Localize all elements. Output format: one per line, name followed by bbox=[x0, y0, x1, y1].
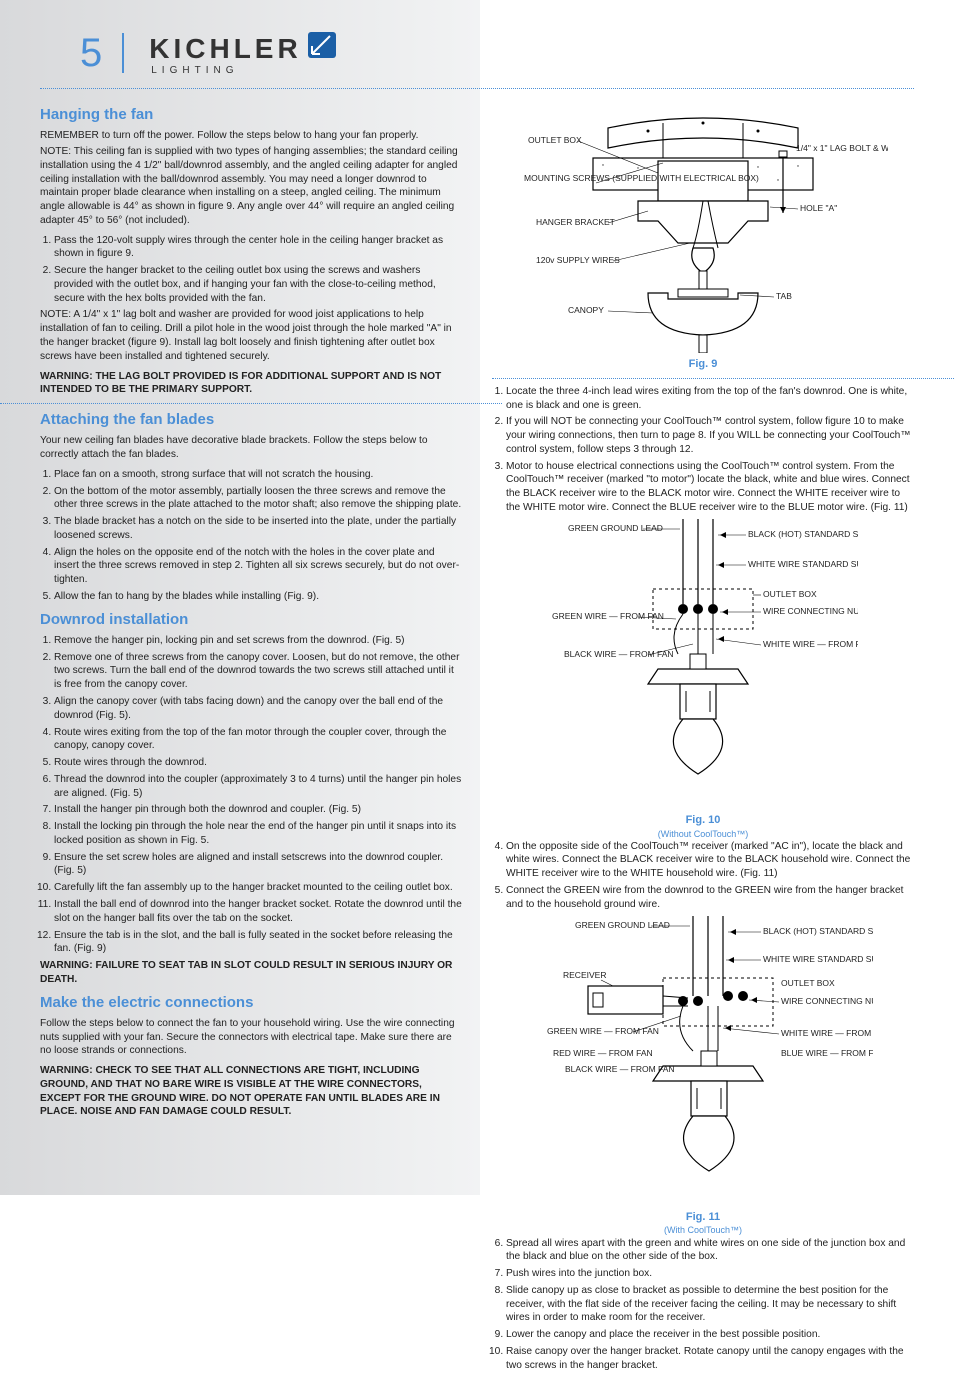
list-item: Lower the canopy and place the receiver … bbox=[506, 1328, 914, 1342]
list-item: Locate the three 4-inch lead wires exiti… bbox=[506, 385, 914, 413]
list-item: Connect the GREEN wire from the downrod … bbox=[506, 884, 914, 912]
dotted-divider-right bbox=[492, 378, 954, 379]
warning-text: WARNING: CHECK TO SEE THAT ALL CONNECTIO… bbox=[40, 1064, 462, 1119]
svg-text:BLACK (HOT) STANDARD SUPPLY LI: BLACK (HOT) STANDARD SUPPLY LINE bbox=[763, 926, 873, 936]
list-item: Install the hanger pin through both the … bbox=[54, 803, 462, 817]
list-item: Remove one of three screws from the cano… bbox=[54, 651, 462, 692]
left-column: Hanging the fan REMEMBER to turn off the… bbox=[40, 99, 462, 1375]
list-item: Allow the fan to hang by the blades whil… bbox=[54, 590, 462, 604]
list-item: Pass the 120-volt supply wires through t… bbox=[54, 234, 462, 262]
right-steps-list-3: Spread all wires apart with the green an… bbox=[492, 1237, 914, 1373]
list-item: Ensure the set screw holes are aligned a… bbox=[54, 851, 462, 879]
fig9-caption: Fig. 9 bbox=[492, 357, 914, 372]
body-text: Your new ceiling fan blades have decorat… bbox=[40, 434, 462, 462]
figure-10-diagram: GREEN GROUND LEAD BLACK (HOT) STANDARD S… bbox=[492, 519, 914, 809]
svg-text:BLACK WIRE — FROM FAN: BLACK WIRE — FROM FAN bbox=[564, 649, 674, 659]
logo-icon bbox=[306, 30, 340, 65]
body-text: REMEMBER to turn off the power. Follow t… bbox=[40, 129, 462, 143]
section-title-downrod: Downrod installation bbox=[40, 610, 462, 630]
svg-text:WIRE CONNECTING NUTS: WIRE CONNECTING NUTS bbox=[781, 996, 873, 1006]
section-title-hanging: Hanging the fan bbox=[40, 105, 462, 125]
warning-text: WARNING: THE LAG BOLT PROVIDED IS FOR AD… bbox=[40, 370, 462, 398]
section-title-electric: Make the electric connections bbox=[40, 993, 462, 1013]
list-item: Motor to house electrical connections us… bbox=[506, 460, 914, 515]
svg-text:MOUNTING SCREWS (SUPPLIED WITH: MOUNTING SCREWS (SUPPLIED WITH ELECTRICA… bbox=[524, 173, 759, 183]
list-item: Raise canopy over the hanger bracket. Ro… bbox=[506, 1345, 914, 1373]
figure-11-diagram: GREEN GROUND LEAD BLACK (HOT) STANDARD S… bbox=[492, 916, 914, 1206]
body-text: NOTE: A 1/4" x 1" lag bolt and washer ar… bbox=[40, 308, 462, 363]
svg-text:HOLE "A": HOLE "A" bbox=[800, 203, 837, 213]
list-item: Carefully lift the fan assembly up to th… bbox=[54, 881, 462, 895]
list-item: Align the canopy cover (with tabs facing… bbox=[54, 695, 462, 723]
hanging-steps: Pass the 120-volt supply wires through t… bbox=[40, 234, 462, 306]
fig10-caption: Fig. 10 bbox=[492, 813, 914, 828]
body-text: Follow the steps below to connect the fa… bbox=[40, 1017, 462, 1058]
list-item: Install the ball end of downrod into the… bbox=[54, 898, 462, 926]
svg-text:GREEN WIRE — FROM FAN: GREEN WIRE — FROM FAN bbox=[547, 1026, 659, 1036]
svg-text:CANOPY: CANOPY bbox=[568, 305, 604, 315]
svg-text:BLACK (HOT) STANDARD SUPPLY LI: BLACK (HOT) STANDARD SUPPLY LINE bbox=[748, 529, 858, 539]
right-steps-list-2: On the opposite side of the CoolTouch™ r… bbox=[492, 840, 914, 912]
svg-text:GREEN WIRE — FROM FAN: GREEN WIRE — FROM FAN bbox=[552, 611, 664, 621]
list-item: If you will NOT be connecting your CoolT… bbox=[506, 415, 914, 456]
svg-text:1/4" x 1" LAG BOLT & WASHER: 1/4" x 1" LAG BOLT & WASHER bbox=[796, 143, 888, 153]
blade-steps: Place fan on a smooth, strong surface th… bbox=[40, 468, 462, 604]
list-item: Slide canopy up as close to bracket as p… bbox=[506, 1284, 914, 1325]
list-item: Push wires into the junction box. bbox=[506, 1267, 914, 1281]
list-item: Install the locking pin through the hole… bbox=[54, 820, 462, 848]
svg-text:WHITE WIRE STANDARD SUPPLY LIN: WHITE WIRE STANDARD SUPPLY LINE bbox=[748, 559, 858, 569]
page-content: 5 KICHLER LIGHTING Hanging the fan REMEM… bbox=[0, 0, 954, 1375]
list-item: Secure the hanger bracket to the ceiling… bbox=[54, 264, 462, 305]
dotted-divider-mid bbox=[0, 403, 502, 404]
list-item: Ensure the tab is in the slot, and the b… bbox=[54, 929, 462, 957]
downrod-steps: Remove the hanger pin, locking pin and s… bbox=[40, 634, 462, 956]
svg-text:BLUE WIRE — FROM FAN: BLUE WIRE — FROM FAN bbox=[781, 1048, 873, 1058]
list-item: Thread the downrod into the coupler (app… bbox=[54, 773, 462, 801]
svg-text:HANGER BRACKET: HANGER BRACKET bbox=[536, 217, 615, 227]
svg-text:GREEN GROUND LEAD: GREEN GROUND LEAD bbox=[575, 920, 670, 930]
svg-text:OUTLET BOX: OUTLET BOX bbox=[781, 978, 835, 988]
fig11-sub: (With CoolTouch™) bbox=[492, 1224, 914, 1236]
figure-9-diagram: OUTLET BOX MOUNTING SCREWS (SUPPLIED WIT… bbox=[492, 103, 914, 353]
svg-text:BLACK WIRE — FROM FAN: BLACK WIRE — FROM FAN bbox=[565, 1064, 675, 1074]
fig11-caption: Fig. 11 bbox=[492, 1210, 914, 1225]
svg-text:OUTLET BOX: OUTLET BOX bbox=[528, 135, 582, 145]
two-column-layout: Hanging the fan REMEMBER to turn off the… bbox=[40, 99, 914, 1375]
warning-text: WARNING: FAILURE TO SEAT TAB IN SLOT COU… bbox=[40, 959, 462, 987]
svg-text:WIRE CONNECTING NUTS: WIRE CONNECTING NUTS bbox=[763, 606, 858, 616]
fig10-sub: (Without CoolTouch™) bbox=[492, 828, 914, 840]
section-title-blades: Attaching the fan blades bbox=[40, 410, 462, 430]
list-item: On the opposite side of the CoolTouch™ r… bbox=[506, 840, 914, 881]
logo-block: KICHLER LIGHTING bbox=[149, 30, 339, 76]
right-steps-list: Locate the three 4-inch lead wires exiti… bbox=[492, 385, 914, 515]
logo-sub: LIGHTING bbox=[151, 65, 339, 76]
body-text: NOTE: This ceiling fan is supplied with … bbox=[40, 145, 462, 228]
list-item: Spread all wires apart with the green an… bbox=[506, 1237, 914, 1265]
svg-text:TAB: TAB bbox=[776, 291, 792, 301]
svg-text:120v SUPPLY WIRES: 120v SUPPLY WIRES bbox=[536, 255, 620, 265]
list-item: Route wires exiting from the top of the … bbox=[54, 726, 462, 754]
svg-text:GREEN GROUND LEAD: GREEN GROUND LEAD bbox=[568, 523, 663, 533]
header-row: 5 KICHLER LIGHTING bbox=[80, 30, 914, 76]
list-item: The blade bracket has a notch on the sid… bbox=[54, 515, 462, 543]
list-item: Place fan on a smooth, strong surface th… bbox=[54, 468, 462, 482]
svg-text:OUTLET BOX: OUTLET BOX bbox=[763, 589, 817, 599]
svg-text:RECEIVER: RECEIVER bbox=[563, 970, 606, 980]
list-item: On the bottom of the motor assembly, par… bbox=[54, 485, 462, 513]
svg-text:RED WIRE — FROM FAN: RED WIRE — FROM FAN bbox=[553, 1048, 653, 1058]
list-item: Remove the hanger pin, locking pin and s… bbox=[54, 634, 462, 648]
dotted-divider-top bbox=[40, 88, 914, 89]
list-item: Route wires through the downrod. bbox=[54, 756, 462, 770]
page-number: 5 bbox=[80, 33, 124, 73]
logo-main: KICHLER bbox=[149, 33, 301, 65]
svg-text:WHITE WIRE — FROM FAN: WHITE WIRE — FROM FAN bbox=[763, 639, 858, 649]
svg-text:WHITE WIRE — FROM FAN: WHITE WIRE — FROM FAN bbox=[781, 1028, 873, 1038]
right-column: OUTLET BOX MOUNTING SCREWS (SUPPLIED WIT… bbox=[492, 99, 914, 1375]
svg-text:WHITE WIRE STANDARD SUPPLY LIN: WHITE WIRE STANDARD SUPPLY LINE bbox=[763, 954, 873, 964]
list-item: Align the holes on the opposite end of t… bbox=[54, 546, 462, 587]
